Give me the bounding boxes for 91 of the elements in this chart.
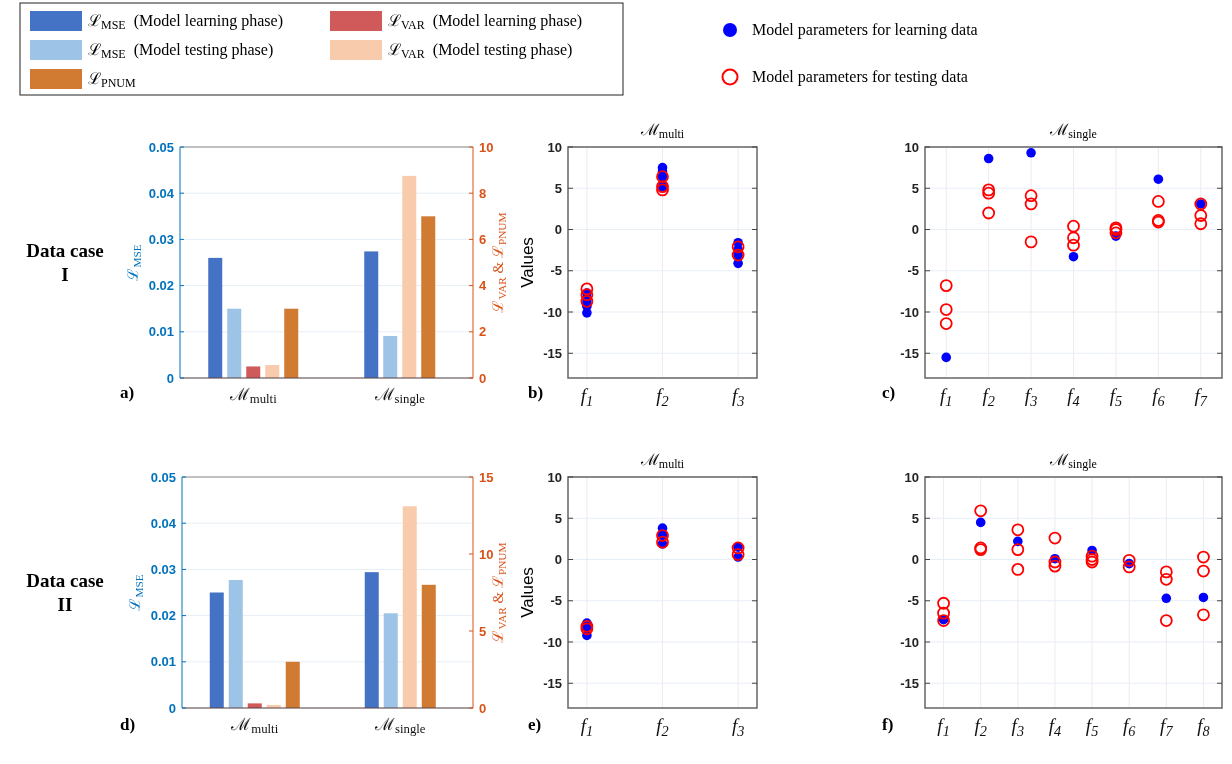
legend-label: ℒ$_{PNUM}$ — [88, 70, 137, 90]
y2-tick-label: 4 — [479, 278, 487, 294]
y-tick-label: 0.01 — [148, 324, 174, 340]
x-tick-label: f$_{3}$ — [731, 715, 745, 739]
legend-label: Model parameters for testing data — [752, 68, 968, 86]
text: c) — [882, 383, 896, 402]
x-tick-label: ℳ$_{single}$ — [373, 385, 426, 407]
x-tick-label: f$_{7}$ — [1160, 715, 1174, 739]
y-tick-label: -10 — [543, 634, 562, 650]
text: d) — [120, 715, 136, 734]
y-tick-label: -15 — [900, 345, 919, 361]
y2-tick-label: 8 — [479, 185, 487, 201]
y-tick-label: 0.01 — [150, 654, 176, 670]
x-tick-label: f$_{7}$ — [1194, 385, 1208, 409]
y-tick-label: 5 — [911, 510, 919, 526]
x-tick-label: f$_{1}$ — [940, 385, 953, 409]
y-tick-label: 5 — [911, 180, 919, 196]
text: f) — [882, 715, 894, 734]
y-tick-label: 0 — [911, 222, 919, 238]
y-tick-label: 5 — [554, 180, 562, 196]
legend-label: ℒ$_{VAR}$ (Model learning phase) — [388, 12, 583, 32]
chart-title: ℳ$_{multi}$ — [639, 121, 685, 141]
x-tick-label: ℳ$_{single}$ — [374, 715, 426, 737]
x-tick-label: ℳ$_{multi}$ — [228, 385, 278, 407]
y-tick-label: -15 — [900, 675, 919, 691]
x-tick-label: f$_{5}$ — [1085, 715, 1099, 739]
text: a) — [120, 383, 135, 402]
y-tick-label: 10 — [904, 139, 919, 155]
x-tick-label: f$_{2}$ — [656, 715, 669, 739]
x-tick-label: f$_{6}$ — [1122, 715, 1137, 739]
text: Data case I — [26, 239, 104, 285]
y-tick-label: 0.03 — [148, 231, 174, 247]
y-tick-label: 0 — [911, 552, 919, 568]
y-tick-label: -15 — [543, 675, 562, 691]
y-tick-label: 10 — [904, 469, 919, 485]
text: Data case II — [26, 569, 104, 615]
y2-tick-label: 0 — [479, 370, 487, 386]
y-tick-label: -5 — [550, 593, 562, 609]
chart-title: ℳ$_{single}$ — [1049, 121, 1097, 141]
y-tick-label: 0 — [554, 552, 562, 568]
x-tick-label: f$_{4}$ — [1067, 385, 1080, 409]
y-tick-label: 0.04 — [150, 515, 177, 531]
y2-tick-label: 6 — [479, 231, 487, 247]
x-tick-label: f$_{1}$ — [937, 715, 950, 739]
y2-tick-label: 10 — [479, 139, 494, 155]
chart-title: ℳ$_{single}$ — [1049, 451, 1097, 471]
y-tick-label: 5 — [554, 510, 562, 526]
y-tick-label: 10 — [547, 139, 562, 155]
y-tick-label: -5 — [907, 593, 919, 609]
y-tick-label: 0.05 — [148, 139, 174, 155]
x-tick-label: f$_{6}$ — [1152, 385, 1166, 409]
y-tick-label: 0.02 — [148, 278, 174, 294]
x-tick-label: f$_{4}$ — [1048, 715, 1062, 739]
x-tick-label: f$_{5}$ — [1109, 385, 1123, 409]
text: b) — [528, 383, 544, 402]
x-tick-label: f$_{3}$ — [1024, 385, 1038, 409]
y-tick-label: -10 — [900, 634, 919, 650]
y-tick-label: 10 — [547, 469, 562, 485]
legend-label: ℒ$_{VAR}$ (Model testing phase) — [388, 41, 573, 61]
x-tick-label: f$_{1}$ — [580, 385, 594, 409]
y2-tick-label: 5 — [479, 623, 487, 639]
y-tick-label: -15 — [543, 345, 562, 361]
y-axis-title: Values — [518, 237, 537, 288]
x-tick-label: f$_{3}$ — [731, 385, 745, 409]
x-tick-label: f$_{8}$ — [1197, 715, 1210, 739]
x-tick-label: f$_{1}$ — [580, 715, 594, 739]
y2-tick-label: 0 — [479, 700, 487, 716]
y-tick-label: -5 — [907, 263, 919, 279]
legend-label: ℒ$_{MSE}$ (Model testing phase) — [88, 41, 274, 61]
y-tick-label: 0.05 — [150, 469, 176, 485]
y-axis-title: Values — [518, 567, 537, 618]
y-tick-label: 0.03 — [150, 561, 176, 577]
text: e) — [528, 715, 542, 734]
y2-tick-label: 15 — [479, 469, 494, 485]
legend-label: Model parameters for learning data — [752, 21, 978, 39]
y-tick-label: 0 — [168, 700, 176, 716]
y-tick-label: -10 — [543, 304, 562, 320]
chart-title: ℳ$_{multi}$ — [639, 451, 685, 471]
x-tick-label: ℳ$_{multi}$ — [230, 715, 279, 737]
x-tick-label: f$_{3}$ — [1011, 715, 1025, 739]
y-tick-label: -10 — [900, 304, 919, 320]
y-tick-label: 0 — [554, 222, 562, 238]
y-tick-label: -5 — [550, 263, 562, 279]
x-tick-label: f$_{2}$ — [982, 385, 995, 409]
legend-label: ℒ$_{MSE}$ (Model learning phase) — [88, 12, 283, 32]
x-tick-label: f$_{2}$ — [974, 715, 987, 739]
y-tick-label: 0 — [166, 370, 174, 386]
y-tick-label: 0.04 — [148, 185, 175, 201]
y-tick-label: 0.02 — [150, 608, 176, 624]
y2-tick-label: 2 — [479, 324, 487, 340]
x-tick-label: f$_{2}$ — [656, 385, 669, 409]
